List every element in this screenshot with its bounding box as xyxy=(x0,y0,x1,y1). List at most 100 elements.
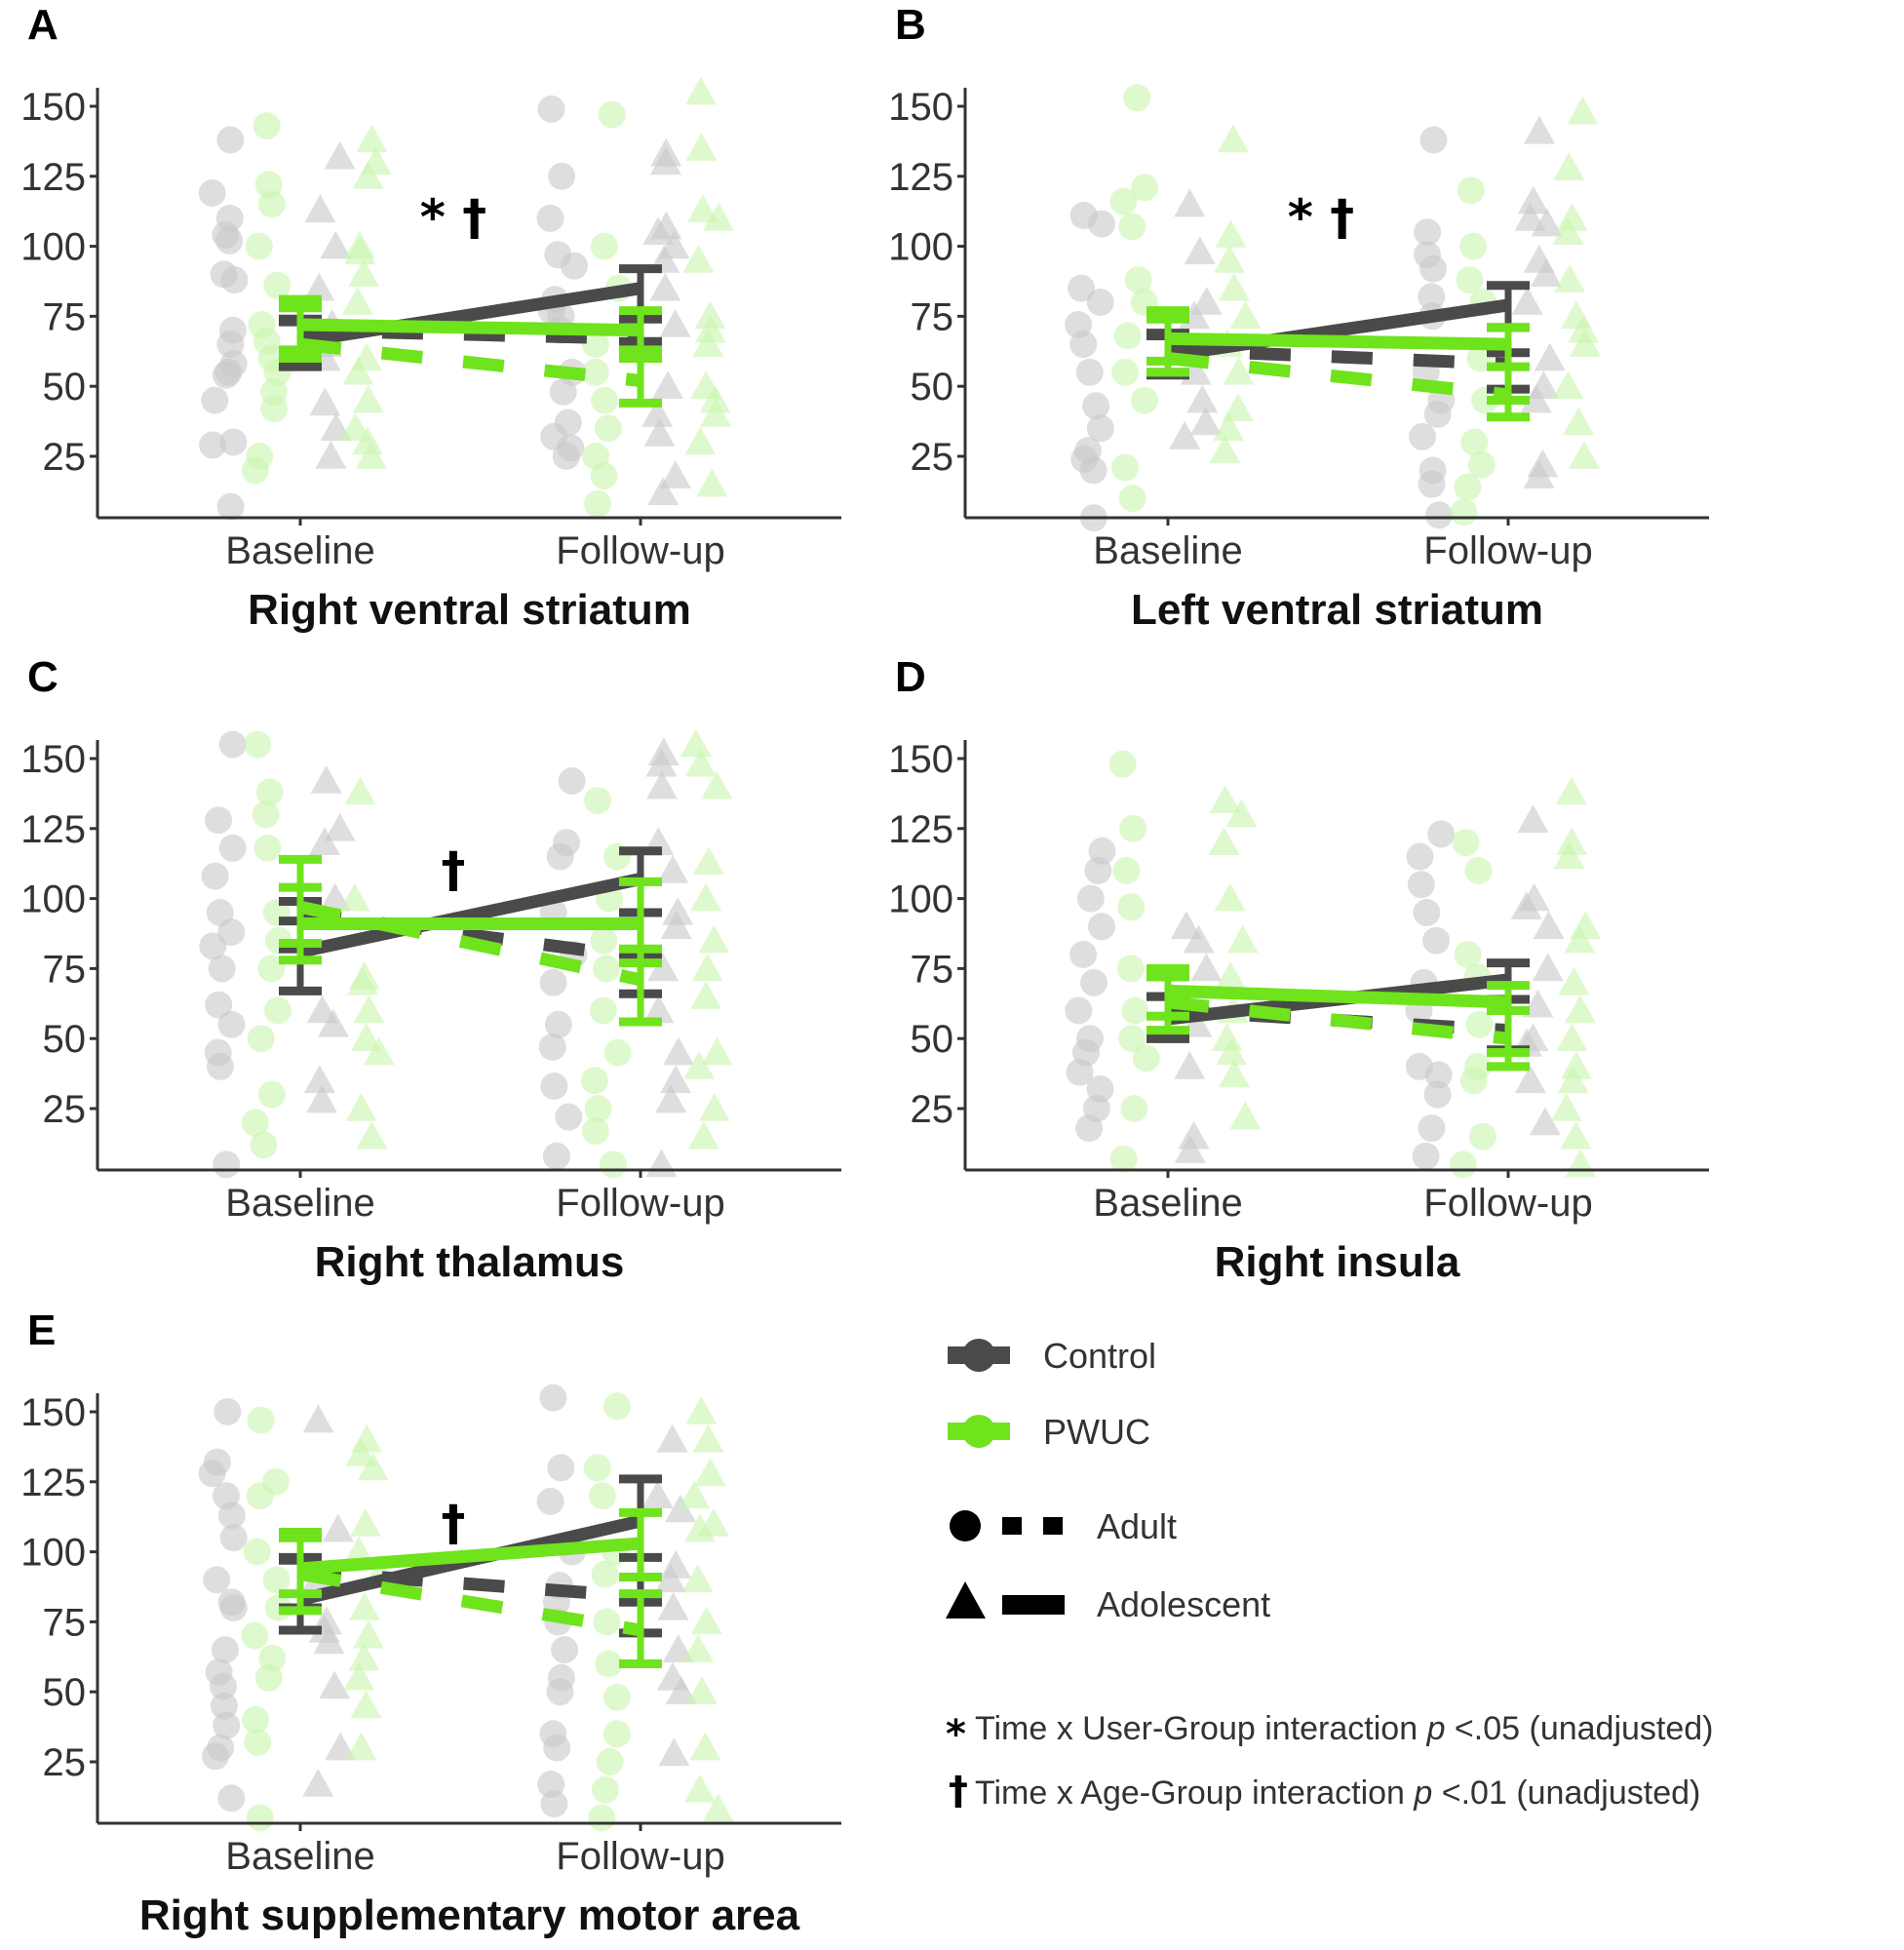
scatter-point-control-adolescent xyxy=(315,441,347,469)
scatter-point-control-adult xyxy=(213,1711,241,1739)
scatter-point-control-adolescent xyxy=(660,911,692,940)
scatter-points xyxy=(199,728,733,1179)
scatter-point-control-adolescent xyxy=(313,1625,345,1655)
scatter-point-pwuc-adult xyxy=(1454,941,1482,968)
scatter-point-control-adolescent xyxy=(659,460,691,488)
scatter-point-pwuc-adolescent xyxy=(682,245,715,273)
scatter-point-pwuc-adult xyxy=(1123,84,1151,112)
scatter-point-control-adult xyxy=(214,1398,242,1425)
scatter-point-pwuc-adolescent xyxy=(684,426,717,455)
scatter-point-control-adolescent xyxy=(649,272,681,301)
scatter-point-control-adult xyxy=(552,443,580,470)
scatter-point-pwuc-adolescent xyxy=(702,1793,734,1822)
scatter-point-control-adolescent xyxy=(306,1084,338,1113)
scatter-point-control-adolescent xyxy=(1174,188,1206,217)
y-tick-label: 50 xyxy=(911,366,954,409)
scatter-point-control-adult xyxy=(1412,1142,1440,1170)
scatter-point-pwuc-adolescent xyxy=(698,1093,730,1121)
y-tick-label: 100 xyxy=(888,226,953,269)
footnote-post: <.05 (unadjusted) xyxy=(1445,1710,1713,1747)
scatter-point-pwuc-adolescent xyxy=(356,1120,388,1150)
scatter-point-control-adolescent xyxy=(660,1065,692,1094)
scatter-point-pwuc-adolescent xyxy=(1553,152,1585,180)
mean-line-control-adult xyxy=(1167,343,1509,370)
scatter-point-control-adult xyxy=(218,730,247,759)
scatter-point-control-adult xyxy=(1080,968,1107,996)
scatter-point-control-adolescent xyxy=(652,370,683,399)
panel-title: Right insula xyxy=(1215,1238,1460,1286)
scatter-points xyxy=(198,76,735,521)
scatter-point-pwuc-adult xyxy=(241,1109,269,1137)
scatter-point-control-adult xyxy=(546,1678,574,1706)
scatter-point-pwuc-adult xyxy=(581,358,609,386)
mean-line-control-adult xyxy=(299,906,641,964)
scatter-point-control-adolescent xyxy=(1511,287,1543,315)
scatter-point-control-adult xyxy=(536,1487,564,1515)
scatter-point-pwuc-adolescent xyxy=(345,1732,377,1761)
scatter-point-control-adult xyxy=(1086,414,1114,443)
scatter-point-control-adult xyxy=(202,1742,229,1771)
scatter-points xyxy=(1065,84,1601,532)
scatter-point-pwuc-adult xyxy=(243,1538,271,1566)
x-tick-label: Baseline xyxy=(225,1182,374,1225)
scatter-point-pwuc-adolescent xyxy=(347,966,379,995)
mean-line-pwuc-adult xyxy=(298,900,642,987)
scatter-point-pwuc-adolescent xyxy=(1564,924,1596,954)
scatter-point-pwuc-adult xyxy=(593,955,620,983)
scatter-point-pwuc-adolescent xyxy=(701,1036,733,1066)
scatter-point-pwuc-adult xyxy=(1452,829,1480,857)
scatter-point-pwuc-adult xyxy=(591,386,619,414)
x-tick-label: Follow-up xyxy=(1423,529,1592,572)
legend-label-pwuc: PWUC xyxy=(1043,1412,1150,1452)
scatter-point-pwuc-adolescent xyxy=(1229,300,1262,330)
scatter-point-pwuc-adolescent xyxy=(1553,840,1585,870)
scatter-point-control-adolescent xyxy=(1517,804,1549,833)
y-tick-label: 150 xyxy=(20,738,86,781)
scatter-point-control-adult xyxy=(1065,996,1093,1025)
footnote-pre: Time x User-Group interaction xyxy=(975,1710,1427,1747)
scatter-point-control-adolescent xyxy=(1530,258,1562,288)
scatter-point-pwuc-adolescent xyxy=(357,1452,389,1481)
panel-e: E 25 50 75 100 125 150 Baseline Follow-up Right s… xyxy=(20,1306,841,1939)
panel-title: Left ventral striatum xyxy=(1131,586,1543,634)
scatter-point-pwuc-adult xyxy=(1459,232,1488,260)
scatter-point-pwuc-adolescent xyxy=(352,1619,384,1649)
dashed-line-icon xyxy=(1043,1517,1063,1535)
pwuc-marker-swatch xyxy=(962,1415,995,1448)
legend-item-pwuc: PWUC xyxy=(948,1412,1150,1452)
scatter-point-control-adult xyxy=(219,1524,248,1552)
scatter-point-control-adult xyxy=(548,162,576,190)
x-tick-label: Follow-up xyxy=(556,1835,724,1878)
series-pwuc-adolescent xyxy=(279,294,662,363)
scatter-point-pwuc-adolescent xyxy=(342,356,374,385)
scatter-point-control-adolescent xyxy=(1520,384,1552,413)
scatter-point-pwuc-adolescent xyxy=(350,1023,382,1051)
scatter-point-pwuc-adult xyxy=(1464,856,1493,884)
scatter-point-pwuc-adult xyxy=(1460,428,1489,456)
scatter-point-pwuc-adult xyxy=(594,414,622,443)
scatter-point-pwuc-adult xyxy=(1449,1150,1477,1179)
scatter-point-pwuc-adolescent xyxy=(681,1564,714,1593)
scatter-point-pwuc-adult xyxy=(1120,1095,1148,1122)
scatter-point-control-adolescent xyxy=(1174,1135,1206,1163)
scatter-point-pwuc-adolescent xyxy=(1560,1050,1592,1079)
scatter-point-pwuc-adolescent xyxy=(698,924,730,954)
y-tick-label: 75 xyxy=(43,1601,87,1644)
scatter-point-pwuc-adolescent xyxy=(1556,1023,1588,1051)
mean-line-control-adolescent xyxy=(1167,298,1509,363)
scatter-point-control-adult xyxy=(217,1784,246,1813)
scatter-point-pwuc-adolescent xyxy=(686,194,719,223)
scatter-point-pwuc-adult xyxy=(583,1454,611,1482)
scatter-point-pwuc-adolescent xyxy=(699,384,731,413)
scatter-point-control-adolescent xyxy=(1514,1065,1546,1094)
scatter-point-pwuc-adult xyxy=(1471,386,1499,414)
scatter-point-control-adult xyxy=(551,1636,579,1664)
scatter-point-control-adult xyxy=(544,1010,572,1038)
dashed-line-icon xyxy=(1002,1517,1022,1535)
y-tick-label: 25 xyxy=(911,436,954,479)
scatter-point-control-adult xyxy=(1406,842,1434,871)
scatter-point-pwuc-adolescent xyxy=(1219,1059,1250,1088)
y-tick-label: 125 xyxy=(20,1462,86,1504)
scatter-point-pwuc-adolescent xyxy=(696,468,728,497)
scatter-point-control-adolescent xyxy=(641,398,674,427)
